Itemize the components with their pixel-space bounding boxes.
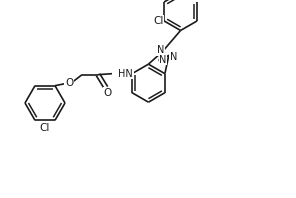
Text: HN: HN — [118, 69, 133, 79]
Text: CH₃: CH₃ — [191, 0, 207, 1]
Text: Cl: Cl — [40, 123, 50, 133]
Text: Cl: Cl — [153, 16, 163, 26]
Text: O: O — [65, 78, 73, 88]
Text: N: N — [159, 54, 167, 65]
Text: O: O — [104, 88, 112, 98]
Text: N: N — [170, 52, 178, 62]
Text: N: N — [157, 46, 164, 55]
